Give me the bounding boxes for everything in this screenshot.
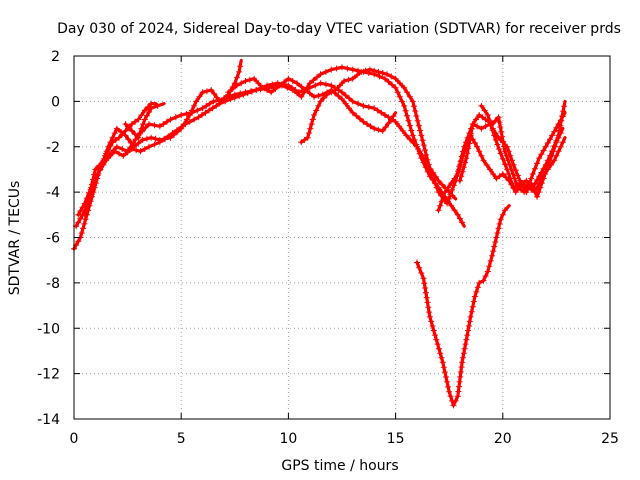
series-markers [122,102,161,141]
series-markers [435,132,566,214]
y-tick-label: -6 [46,231,60,247]
y-tick-label: -8 [46,276,60,292]
series-markers [71,100,155,252]
y-axis-label: SDTVAR / TECUs [7,181,23,296]
chart-title: Day 030 of 2024, Sidereal Day-to-day VTE… [57,21,621,37]
grid-lines [74,56,610,419]
x-axis-label: GPS time / hours [281,458,398,474]
series-line [415,204,511,407]
x-tick-label: 0 [70,431,79,447]
x-tick-label: 5 [177,431,186,447]
series-track-10 [478,99,568,191]
series-track-11 [122,102,166,141]
y-tick-label: -2 [46,140,60,156]
y-tick-label: 0 [51,94,60,110]
series-track-9 [435,132,567,214]
y-tick-label: -12 [37,367,60,383]
y-tick-label: -10 [37,321,60,337]
series-markers [478,102,568,191]
series-markers [73,63,244,230]
y-tick-label: -14 [37,412,60,428]
x-axis-ticks: 0 5 10 15 20 25 [70,56,619,447]
y-tick-label: 2 [51,49,60,65]
y-axis-ticks: 2 0 -2 -4 -6 -8 -10 -12 -14 [37,49,610,428]
x-tick-label: 20 [494,431,512,447]
y-tick-label: -4 [46,185,60,201]
x-tick-label: 10 [279,431,297,447]
x-tick-label: 25 [601,431,619,447]
x-tick-label: 15 [387,431,405,447]
series-track-2 [73,58,244,230]
series-markers [414,207,508,409]
series-line [479,99,567,190]
data-series [71,58,568,409]
series-track-7 [414,204,511,409]
